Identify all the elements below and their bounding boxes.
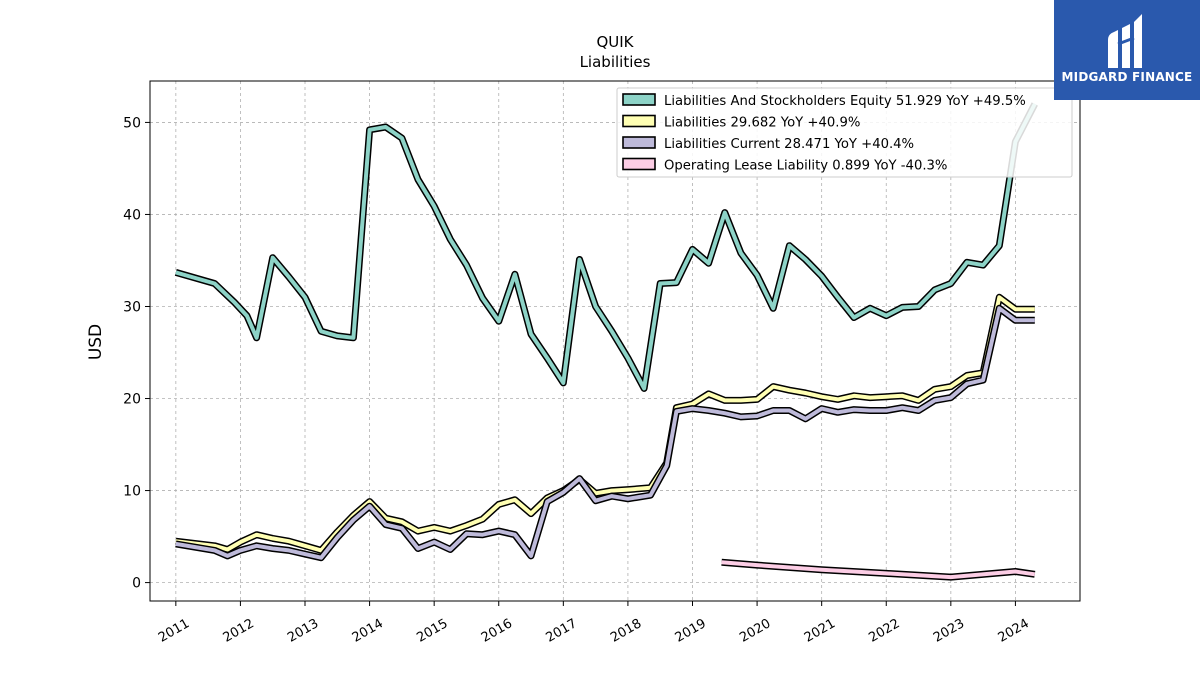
brand-name: MIDGARD FINANCE [1061, 70, 1193, 84]
x-tick-label: 2019 [673, 616, 709, 646]
series-line-1 [175, 295, 1035, 553]
plot-series [174, 102, 1038, 581]
legend-label: Operating Lease Liability 0.899 YoY -40.… [664, 159, 947, 174]
series-line-0 [175, 103, 1037, 391]
x-tick-label: 2015 [414, 616, 450, 646]
chart-subtitle: Liabilities [580, 53, 651, 71]
chart-title: QUIK [596, 33, 634, 51]
axes: 0 10 20 30 40 50 2011 2012 2013 2014 2015 2016 2017 2… [123, 115, 1032, 645]
y-axis-label: USD [86, 324, 106, 360]
series-line-3 [721, 560, 1036, 580]
legend-swatch [622, 136, 656, 149]
x-tick-label: 2022 [866, 616, 902, 646]
brand-logo: MIDGARD FINANCE [1054, 0, 1200, 100]
series-line-2 [175, 306, 1035, 560]
y-tick-label: 30 [123, 299, 141, 315]
legend-label: Liabilities 29.682 YoY +40.9% [664, 116, 860, 131]
legend-box [616, 87, 1073, 178]
legend: Liabilities And Stockholders Equity 51.9… [616, 87, 1073, 178]
y-tick-label: 20 [123, 392, 141, 408]
x-tick-label: 2016 [479, 616, 515, 646]
y-tick-label: 10 [123, 484, 141, 500]
x-tick-label: 2023 [931, 616, 967, 646]
x-tick-label: 2018 [608, 616, 644, 646]
legend-swatch [622, 93, 656, 106]
x-tick-label: 2011 [156, 616, 192, 646]
x-tick-label: 2017 [544, 616, 580, 646]
legend-label: Liabilities And Stockholders Equity 51.9… [664, 94, 1026, 109]
legend-label: Liabilities Current 28.471 YoY +40.4% [664, 137, 914, 152]
x-tick-label: 2014 [350, 616, 386, 646]
legend-swatch [622, 114, 656, 128]
x-tick-label: 2012 [221, 616, 257, 646]
x-tick-label: 2013 [285, 616, 321, 646]
x-tick-label: 2021 [802, 616, 838, 646]
y-tick-label: 0 [132, 576, 141, 592]
y-tick-label: 50 [123, 115, 141, 131]
midgard-logo-icon [1108, 14, 1142, 68]
plot-frame [149, 80, 1081, 602]
legend-swatch [622, 157, 656, 171]
x-tick-label: 2020 [737, 616, 773, 646]
x-tick-label: 2024 [996, 616, 1032, 646]
y-tick-label: 40 [123, 207, 141, 223]
